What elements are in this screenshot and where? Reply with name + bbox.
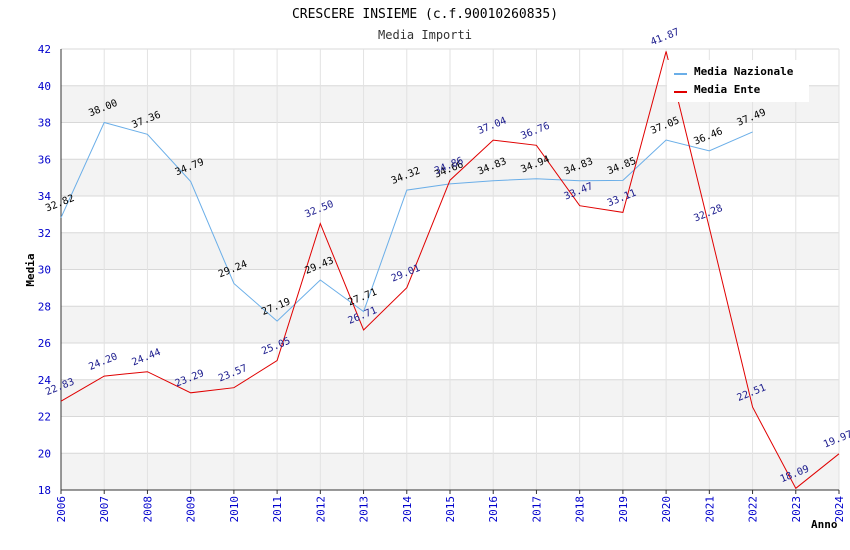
legend: Media Nazionale Media Ente — [667, 60, 809, 102]
x-tick-label: 2016 — [487, 496, 500, 523]
x-tick-label: 2013 — [358, 496, 371, 523]
y-tick-label: 20 — [38, 447, 51, 460]
x-axis-label: Anno — [811, 518, 838, 531]
y-tick-label: 36 — [38, 153, 51, 166]
chart-subtitle: Media Importi — [378, 28, 472, 42]
legend-label-media-ente: Media Ente — [694, 83, 761, 96]
x-tick-label: 2008 — [141, 496, 154, 523]
data-label-media-ente: 41.87 — [649, 27, 681, 48]
x-tick-label: 2010 — [228, 496, 241, 523]
y-tick-label: 40 — [38, 80, 51, 93]
y-tick-label: 38 — [38, 117, 51, 130]
axes — [60, 49, 840, 494]
x-tick-label: 2021 — [703, 496, 716, 523]
x-tick-label: 2018 — [574, 496, 587, 523]
series-line-media-nazionale — [60, 121, 753, 322]
x-tick-label: 2015 — [444, 496, 457, 523]
x-tick-label: 2006 — [55, 496, 68, 523]
y-axis-label: Media — [24, 253, 37, 286]
x-tick-label: 2023 — [790, 496, 803, 523]
y-tick-label: 34 — [38, 190, 52, 203]
y-tick-label: 32 — [38, 227, 51, 240]
x-tick-label: 2014 — [401, 496, 414, 523]
y-tick-label: 24 — [38, 374, 52, 387]
legend-box — [667, 60, 809, 102]
grid-lines — [60, 48, 840, 491]
y-tick-label: 30 — [38, 264, 51, 277]
y-tick-label: 26 — [38, 337, 51, 350]
x-tick-label: 2011 — [271, 496, 284, 523]
chart-title: CRESCERE INSIEME (c.f.90010260835) — [292, 7, 558, 22]
y-tick-labels: 18 20 22 24 26 28 30 32 34 36 38 40 42 — [38, 43, 52, 497]
x-tick-label: 2020 — [660, 496, 673, 523]
x-tick-labels: 2006 2007 2008 2009 2010 2011 2012 2013 2014 2015… — [55, 496, 846, 523]
x-tick-label: 2022 — [747, 496, 760, 523]
y-tick-label: 22 — [38, 411, 51, 424]
x-tick-label: 2024 — [833, 496, 846, 523]
series-lines — [60, 51, 840, 490]
x-tick-label: 2009 — [185, 496, 198, 523]
legend-label-media-nazionale: Media Nazionale — [694, 65, 794, 78]
y-tick-label: 28 — [38, 300, 51, 313]
x-tick-label: 2019 — [617, 496, 630, 523]
x-tick-label: 2007 — [98, 496, 111, 523]
y-tick-label: 42 — [38, 43, 51, 56]
y-tick-label: 18 — [38, 484, 51, 497]
x-tick-label: 2012 — [314, 496, 327, 523]
x-tick-label: 2017 — [530, 496, 543, 523]
series-line-media-ente — [60, 51, 840, 490]
